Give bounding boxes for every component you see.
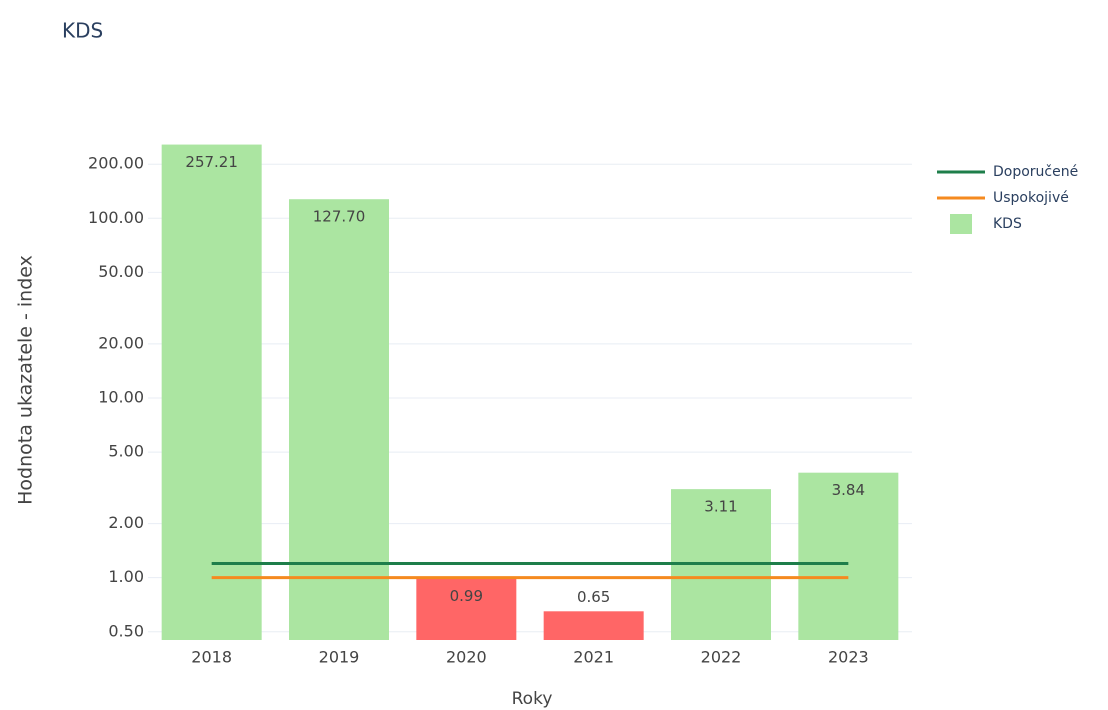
y-tick-label: 10.00 [98, 387, 144, 406]
data-label: 3.11 [704, 498, 737, 516]
bar [416, 578, 517, 640]
x-axis-label: Roky [512, 689, 553, 709]
legend-swatch [950, 214, 972, 234]
bar [798, 472, 899, 640]
bar [161, 144, 262, 640]
x-tick-label: 2022 [701, 648, 742, 667]
data-label: 127.70 [313, 208, 366, 226]
data-label: 3.84 [832, 481, 865, 499]
x-tick-label: 2018 [191, 648, 232, 667]
data-label: 257.21 [185, 153, 238, 171]
legend-label: Doporučené [993, 164, 1078, 180]
y-tick-label: 200.00 [88, 154, 144, 173]
y-axis-label: Hodnota ukazatele - index [15, 255, 37, 505]
data-label: 0.65 [577, 588, 610, 606]
x-tick-label: 2021 [573, 648, 614, 667]
y-tick-label: 100.00 [88, 208, 144, 227]
legend-label: Uspokojivé [993, 190, 1069, 206]
x-tick-label: 2019 [319, 648, 360, 667]
y-tick-label: 1.00 [108, 567, 144, 586]
bar [289, 199, 389, 640]
x-tick-label: 2020 [446, 648, 487, 667]
legend-label: KDS [993, 216, 1022, 232]
bar [543, 611, 644, 640]
y-tick-label: 2.00 [108, 513, 144, 532]
x-tick-label: 2023 [828, 648, 869, 667]
chart-title: KDS [62, 19, 103, 43]
y-tick-label: 50.00 [98, 262, 144, 281]
y-tick-label: 0.50 [108, 621, 144, 640]
y-tick-label: 5.00 [108, 442, 144, 461]
y-tick-label: 20.00 [98, 333, 144, 352]
data-label: 0.99 [450, 587, 483, 605]
